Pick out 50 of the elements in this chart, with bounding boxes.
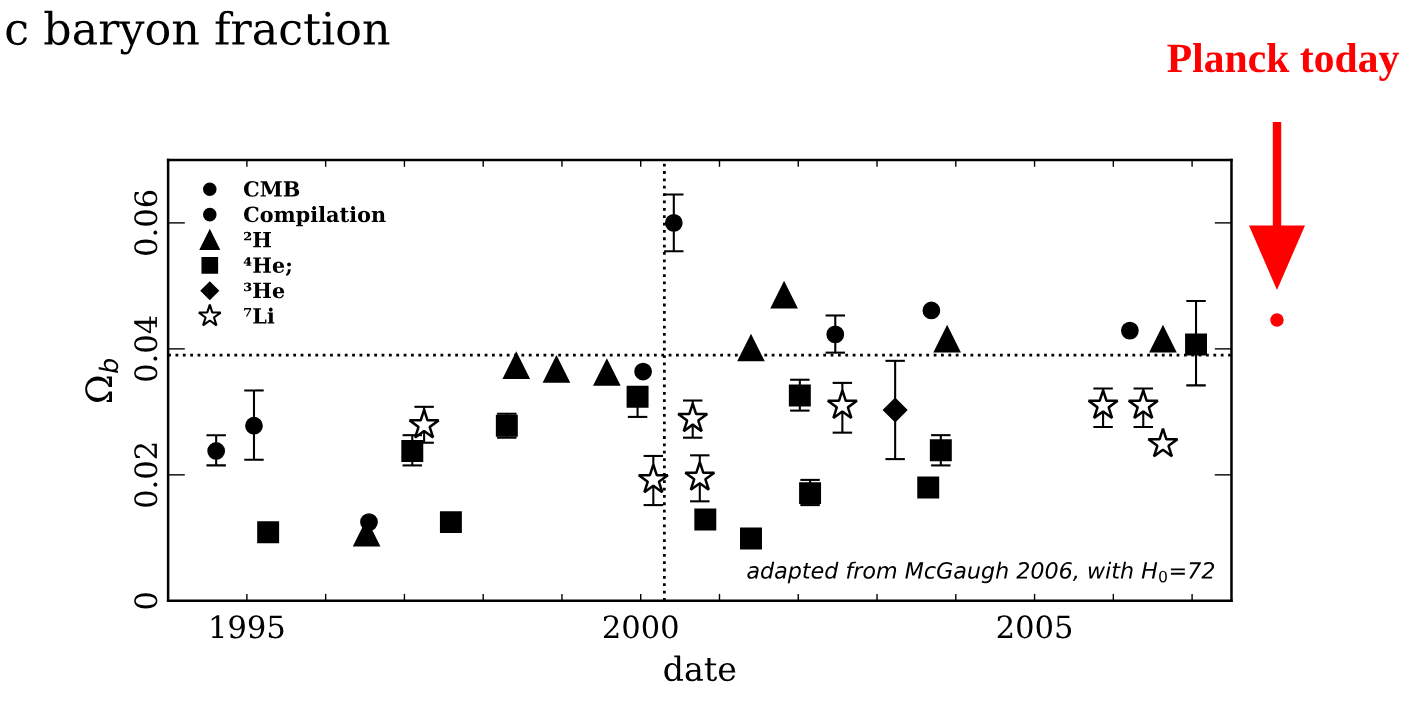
x-tick-label: 2000 — [603, 615, 678, 639]
y-tick-label: 0.06 — [134, 190, 158, 255]
point — [543, 356, 570, 383]
y-tick-label: 0.04 — [134, 316, 158, 381]
legend-label: ³He — [244, 282, 285, 299]
point — [1087, 389, 1119, 420]
point — [771, 282, 798, 309]
point — [922, 301, 941, 320]
x-axis-title: date — [664, 655, 736, 682]
point — [257, 521, 280, 544]
chart-title: c baryon fraction — [6, 10, 390, 55]
point — [626, 385, 649, 408]
text: Planck today — [1167, 43, 1399, 81]
point — [788, 384, 811, 407]
point — [245, 416, 263, 435]
point — [676, 402, 709, 433]
y-tick-label: 0 — [134, 593, 158, 609]
point — [826, 325, 845, 344]
legend-label: Compilation — [244, 206, 386, 227]
x-tick-label: 2005 — [997, 615, 1072, 639]
point — [439, 511, 462, 534]
legend-label: CMB — [244, 181, 300, 197]
point — [503, 352, 530, 379]
point — [1120, 321, 1139, 340]
point — [826, 389, 859, 420]
point — [740, 527, 762, 550]
x-tick-label: 1995 — [211, 615, 284, 639]
point — [664, 214, 683, 232]
point — [737, 335, 765, 362]
annotation: adapted from McGaugh 2006, with H$_{0}$=72 — [747, 561, 1215, 584]
y-axis-title: Ω$_{b}$ — [85, 359, 119, 402]
point — [207, 442, 226, 460]
legend-label: ²H — [244, 231, 271, 248]
point — [883, 397, 908, 423]
point — [637, 463, 670, 494]
point — [1149, 326, 1177, 353]
point — [401, 439, 424, 462]
point — [1185, 333, 1208, 356]
legend-label: ⁴He; — [243, 257, 291, 277]
y-tick-label: 0.02 — [134, 443, 158, 507]
point — [634, 362, 652, 381]
point — [917, 476, 940, 499]
point — [593, 359, 620, 386]
point — [929, 439, 952, 462]
point — [1147, 427, 1179, 458]
point — [1127, 389, 1160, 420]
legend-label: ⁷Li — [244, 307, 275, 324]
point — [684, 460, 716, 491]
point — [934, 326, 961, 353]
point — [694, 508, 717, 531]
